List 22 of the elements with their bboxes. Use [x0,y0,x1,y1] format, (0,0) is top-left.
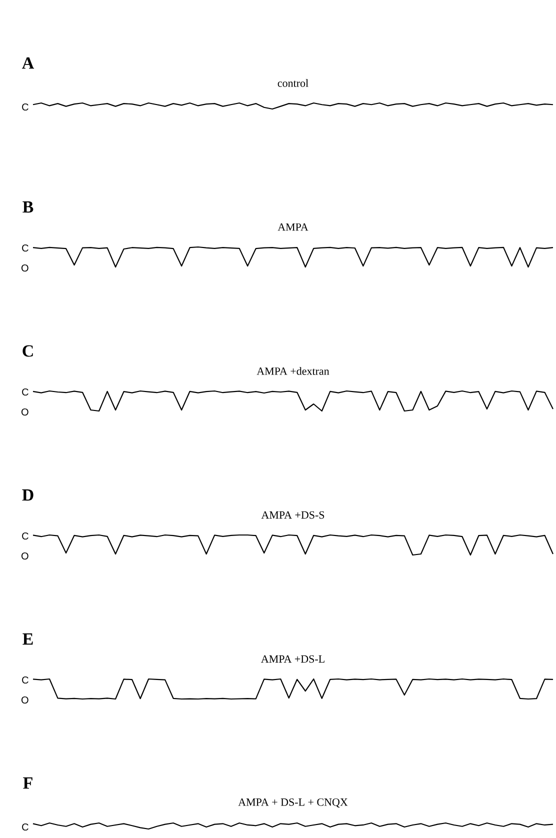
text: O [21,696,28,704]
chart-title: C [22,345,33,357]
text: C [22,244,28,252]
chart-subtitle: AMPA + DS-L + CNQX [238,798,348,808]
text: C [22,532,28,540]
chart-subtitle: control [278,79,308,87]
chart-title: D [22,489,34,501]
text: C [22,676,28,684]
chart-title: F [23,777,32,789]
chart-title: E [22,633,33,645]
text: C [22,823,28,831]
chart-title: B [22,201,34,213]
text: O [21,552,28,560]
chart-subtitle: AMPA +DS-S [261,511,324,519]
chart-title: A [22,57,34,69]
text: C [22,103,28,111]
chart-subtitle: AMPA +dextran [256,367,330,375]
chart-subtitle: AMPA +DS-L [261,655,324,663]
text: O [21,264,28,272]
text: O [21,408,28,416]
text: C [22,388,28,396]
chart-subtitle: AMPA [278,223,308,231]
